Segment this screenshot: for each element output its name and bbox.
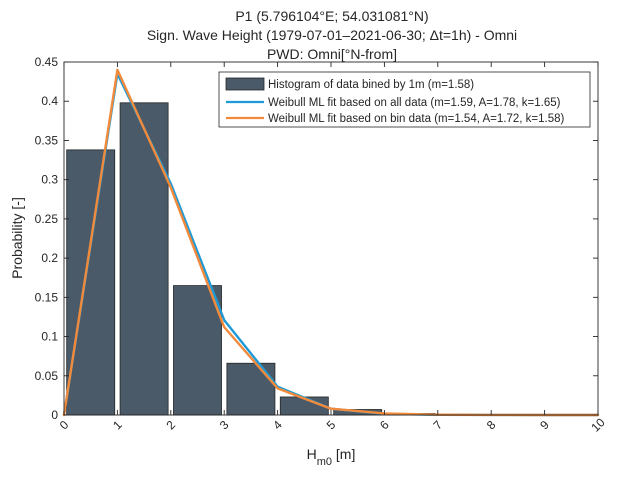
y-tick-label-5: 0.25 [35,212,59,226]
x-tick-label-1: 1 [110,417,125,432]
y-tick-label-6: 0.3 [41,173,58,187]
x-tick-label-0: 0 [57,417,72,432]
legend-swatch-histogram [226,78,264,90]
x-tick-label-3: 3 [217,417,232,432]
y-tick-label-7: 0.35 [35,133,59,147]
y-tick-label-8: 0.4 [41,94,58,108]
title-line-1: P1 (5.796104°E; 54.031081°N) [235,8,428,24]
y-tick-label-1: 0.05 [35,369,59,383]
x-tick-label-4: 4 [270,417,285,432]
x-tick-label-9: 9 [537,417,552,432]
legend-entry-fit-all: Weibull ML fit based on all data (m=1.59… [268,97,561,109]
histogram-bar-2 [173,286,221,415]
x-tick-label-6: 6 [377,417,392,432]
x-axis-label-sub: m0 [317,456,332,468]
x-axis-label-main: H [307,446,317,462]
legend-entry-fit-bin: Weibull ML fit based on bin data (m=1.54… [268,113,564,125]
x-tick-label-2: 2 [163,417,178,432]
legend-entry-histogram: Histogram of data bined by 1m (m=1.58) [268,79,474,91]
chart-title: P1 (5.796104°E; 54.031081°N) Sign. Wave … [147,8,517,62]
x-axis-label: Hm0 [m] [307,446,356,468]
x-tick-label-10: 10 [588,415,608,435]
y-axis-label: Probability [-] [9,197,25,279]
y-tick-label-2: 0.1 [41,330,58,344]
y-tick-label-3: 0.15 [35,290,59,304]
x-axis-label-unit: [m] [332,446,355,462]
title-line-2: Sign. Wave Height (1979-07-01–2021-06-30… [147,27,517,43]
x-tick-label-7: 7 [430,417,445,432]
title-line-3: PWD: Omni[°N-from] [267,46,397,62]
histogram-bar-3 [227,363,275,415]
y-tick-label-0: 0 [51,408,58,422]
histogram-bar-1 [120,103,168,415]
histogram-bar-0 [67,150,115,415]
x-tick-label-5: 5 [324,417,339,432]
legend: Histogram of data bined by 1m (m=1.58) W… [219,72,590,127]
y-tick-label-4: 0.2 [41,251,58,265]
x-tick-label-8: 8 [484,417,499,432]
y-tick-label-9: 0.45 [35,55,59,69]
